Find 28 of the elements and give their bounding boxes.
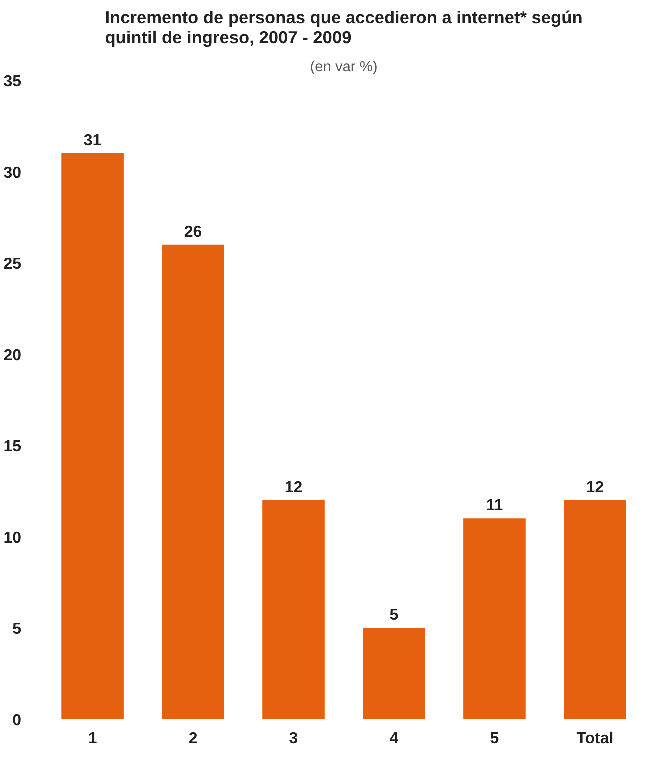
data-label: 5 [390, 607, 399, 624]
y-tick-label: 5 [12, 621, 22, 638]
bar [564, 500, 626, 720]
y-tick-label: 35 [4, 74, 22, 90]
x-tick-label: 4 [390, 730, 399, 748]
data-label: 11 [486, 498, 504, 515]
x-tick-label: Total [576, 730, 614, 748]
y-tick-label: 15 [4, 438, 22, 456]
x-tick-label: 2 [188, 730, 198, 748]
x-tick-label: 3 [289, 730, 298, 748]
x-tick-label: 1 [88, 730, 98, 748]
data-label: 12 [586, 479, 604, 496]
y-tick-label: 10 [4, 530, 22, 547]
bar [62, 154, 124, 720]
chart-title: Incremento de personas que accedieron a internet* según quintil de ingreso, 2007 - 2009 [105, 8, 583, 48]
data-label: 26 [184, 224, 202, 241]
data-label: 31 [84, 132, 102, 150]
bar [162, 244, 224, 720]
y-tick-label: 25 [4, 256, 22, 274]
bar [464, 518, 526, 720]
y-tick-label: 30 [4, 164, 22, 182]
y-tick-label: 0 [12, 712, 22, 730]
x-tick-label: 5 [490, 730, 500, 748]
y-tick-label: 20 [4, 347, 22, 364]
bar [262, 500, 325, 720]
bar [363, 628, 426, 720]
data-label: 12 [284, 479, 303, 496]
chart-subtitle: (en var %) [310, 60, 378, 76]
